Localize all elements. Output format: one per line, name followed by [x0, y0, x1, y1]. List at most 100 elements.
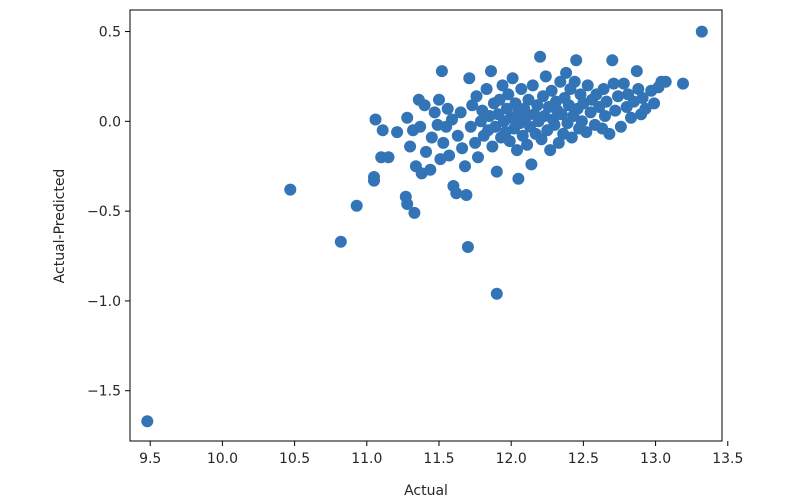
data-point [464, 120, 477, 133]
data-point [509, 97, 522, 110]
x-tick-label: 12.0 [496, 451, 527, 467]
data-point [424, 163, 437, 176]
y-tick-label: −1.0 [87, 294, 121, 310]
data-point [522, 93, 535, 106]
data-point [534, 50, 547, 63]
data-point [496, 79, 509, 92]
data-point [433, 93, 445, 106]
data-point [454, 106, 467, 119]
x-axis-label: Actual [404, 483, 448, 499]
data-point [580, 126, 593, 139]
data-point [443, 149, 456, 162]
data-point [639, 102, 652, 115]
data-point [489, 120, 502, 133]
y-tick-label: 0.0 [99, 114, 121, 130]
data-point [600, 95, 613, 108]
x-tick-label: 12.5 [568, 451, 599, 467]
y-axis-ticks: −1.5 −1.0 −0.5 0.0 0.5 [87, 25, 130, 400]
data-point [630, 65, 643, 78]
data-point [486, 140, 499, 153]
data-point [554, 75, 567, 88]
data-point [490, 165, 503, 178]
data-point [603, 127, 616, 140]
data-point [614, 120, 627, 133]
data-point [516, 129, 529, 142]
data-point [418, 99, 431, 112]
data-point [500, 102, 513, 115]
data-point [574, 88, 587, 101]
x-tick-label: 10.0 [207, 451, 238, 467]
data-point [428, 106, 441, 119]
data-point [461, 241, 474, 253]
data-point [597, 83, 610, 95]
data-point [420, 145, 432, 158]
data-point [552, 136, 565, 149]
data-point [435, 65, 448, 78]
data-point [401, 198, 414, 210]
data-point [414, 120, 427, 133]
data-point [568, 75, 581, 88]
data-point [382, 151, 395, 164]
x-tick-label: 13.5 [712, 451, 743, 467]
data-point [469, 136, 482, 149]
data-point [515, 83, 528, 95]
x-tick-label: 13.0 [640, 451, 671, 467]
data-point [545, 84, 558, 97]
data-point [531, 99, 544, 112]
data-point [401, 111, 414, 124]
data-point [599, 110, 611, 122]
data-point [575, 115, 588, 128]
data-point [334, 235, 347, 248]
data-point [141, 415, 154, 428]
data-point [526, 79, 539, 92]
data-point [570, 54, 583, 67]
data-point [391, 126, 404, 139]
data-point [648, 97, 661, 110]
data-point [539, 70, 552, 83]
data-point [560, 66, 573, 79]
x-tick-label: 11.0 [351, 451, 382, 467]
data-point [472, 151, 484, 164]
data-point [521, 138, 534, 151]
data-point [463, 72, 476, 85]
x-tick-label: 9.5 [139, 451, 161, 467]
data-point [636, 92, 649, 104]
data-point [632, 83, 645, 95]
data-point [659, 75, 672, 88]
data-point [502, 88, 515, 101]
data-point [606, 54, 619, 67]
scatter-points [141, 25, 708, 428]
data-point [350, 199, 363, 212]
data-point [544, 144, 557, 157]
data-point [581, 79, 594, 92]
data-point [617, 77, 630, 90]
data-point [376, 124, 389, 137]
data-point [512, 172, 525, 185]
x-tick-label: 10.5 [279, 451, 310, 467]
data-point [503, 135, 516, 148]
data-point [474, 115, 487, 128]
data-point [446, 113, 458, 126]
y-axis-label: Actual-Predicted [52, 169, 68, 284]
x-tick-label: 11.5 [423, 451, 454, 467]
data-point [456, 142, 469, 155]
data-point [369, 113, 382, 126]
data-point [695, 25, 708, 38]
data-point [535, 133, 548, 146]
data-point [525, 158, 538, 171]
data-point [404, 140, 417, 153]
data-point [450, 187, 463, 200]
data-point [609, 104, 622, 117]
data-point [480, 83, 493, 95]
data-point [537, 90, 549, 103]
data-point [460, 189, 473, 201]
y-tick-label: 0.5 [99, 25, 121, 41]
data-point [284, 183, 297, 196]
data-point [506, 72, 519, 85]
data-point [425, 131, 438, 144]
data-point [548, 118, 561, 131]
data-point [607, 77, 620, 90]
data-point [466, 99, 479, 112]
data-point [612, 90, 624, 103]
